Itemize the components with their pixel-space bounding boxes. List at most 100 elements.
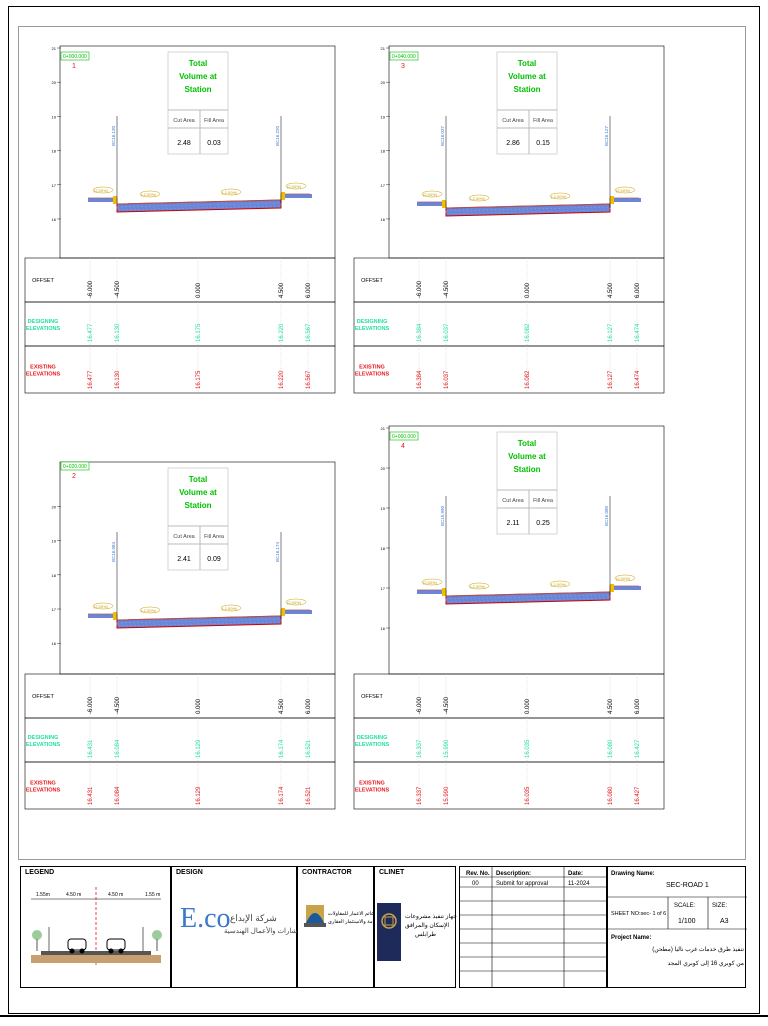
y-tick-label: 17: [381, 586, 386, 591]
designing-row-label: ELEVATIONS: [26, 742, 61, 748]
offset-row-label: OFFSET: [361, 694, 383, 700]
existing-value: 16.127: [608, 370, 614, 389]
designing-value: 16.127: [608, 323, 614, 342]
designing-value: 16.521: [306, 739, 312, 758]
right-curb: [610, 584, 614, 592]
y-tick-label: 19: [52, 539, 57, 544]
curb-elevation: BC16.220: [275, 125, 280, 146]
contractor-name: شركة دعائم الاعمار للمقاولات: [328, 911, 390, 917]
right-curb: [610, 196, 614, 204]
volume-title: Station: [513, 465, 540, 474]
pavement-hatch: [445, 206, 611, 215]
existing-value: 16.427: [635, 786, 641, 805]
y-tick-label: 20: [52, 80, 57, 85]
offset-value: 6.000: [306, 698, 312, 714]
slope-label: (-2.00%): [222, 190, 238, 195]
existing-value: 16.037: [444, 370, 450, 389]
existing-value: 16.080: [608, 786, 614, 805]
rev-description-value: Submit for approval: [496, 881, 548, 887]
designing-row-label: ELEVATIONS: [355, 742, 390, 748]
slope-label: (2.00%): [94, 604, 109, 609]
existing-value: 16.130: [115, 370, 121, 389]
volume-title: Total: [518, 59, 537, 68]
existing-row-label: EXISTING: [359, 781, 385, 787]
existing-value: 16.477: [88, 370, 94, 389]
slope-label: (2.00%): [616, 576, 631, 581]
y-tick-label: 18: [381, 149, 386, 154]
volume-title: Volume at: [508, 452, 546, 461]
y-tick-label: 20: [381, 80, 386, 85]
designing-value: 16.035: [525, 739, 531, 758]
existing-value: 16.035: [525, 786, 531, 805]
date-header: Date:: [568, 871, 583, 877]
slope-bubble: [139, 606, 161, 614]
design-heading: DESIGN: [176, 869, 203, 876]
project-name-line1: تنفيذ طرق خدمات غرب ناليا (مطحن): [652, 946, 744, 953]
offset-value: 6.000: [635, 282, 641, 298]
curb-elevation: BC16.037: [440, 125, 445, 146]
existing-row-label: ELEVATIONS: [355, 788, 390, 794]
existing-value: 16.082: [525, 370, 531, 389]
designing-value: 16.129: [196, 739, 202, 758]
eco-logo: E.co: [180, 903, 231, 934]
existing-value: 16.521: [306, 786, 312, 805]
contractor-heading: CONTRACTOR: [302, 869, 352, 876]
volume-table: [496, 51, 558, 155]
existing-value: 16.384: [417, 370, 423, 389]
designing-row-label: DESIGNING: [357, 735, 388, 741]
offset-row: [353, 673, 665, 719]
surface-line: [88, 193, 310, 205]
section-index: 1: [72, 63, 76, 70]
designing-value: 16.080: [608, 739, 614, 758]
volume-table: [496, 431, 558, 535]
slope-label: (-2.00%): [141, 192, 157, 197]
existing-value: 16.175: [196, 370, 202, 389]
tree-icon-right: [152, 930, 162, 951]
y-tick-label: 21: [381, 46, 386, 51]
offset-value: 0.000: [525, 698, 531, 714]
fill-area-label: Fill Area: [533, 498, 554, 504]
designing-row: [24, 717, 336, 763]
slope-label: (-2.00%): [470, 196, 486, 201]
offset-value: 4.500: [608, 282, 614, 298]
surface-line: [417, 585, 639, 597]
y-tick-label: 20: [381, 466, 386, 471]
pavement-hatch: [445, 594, 611, 603]
y-tick-label: 17: [381, 183, 386, 188]
designing-row: [24, 301, 336, 347]
fill-area-label: Fill Area: [204, 118, 225, 124]
designing-value: 16.037: [444, 323, 450, 342]
design-company-desc: للاستشارات والأعمال الهندسية: [224, 928, 313, 935]
slope-label: (2.00%): [94, 188, 109, 193]
existing-value: 16.567: [306, 370, 312, 389]
offset-value: -4.500: [444, 280, 450, 298]
slope-bubble: [220, 604, 242, 612]
y-tick-label: 19: [381, 114, 386, 119]
fill-area-value: 0.09: [207, 556, 221, 563]
dim-left-walk: 1.55m: [36, 892, 50, 898]
existing-value: 16.174: [279, 786, 285, 805]
left-curb: [442, 588, 446, 596]
existing-row: [24, 345, 336, 394]
rev-no-header: Rev. No.: [466, 871, 490, 877]
y-tick-label: 18: [381, 546, 386, 551]
bottom-border: [0, 1015, 768, 1026]
left-curb: [442, 200, 446, 208]
slope-label: (2.00%): [287, 600, 302, 605]
offset-row-label: OFFSET: [32, 694, 54, 700]
slope-bubble: [285, 598, 307, 606]
offset-row: [24, 257, 336, 303]
right-sidewalk: [610, 198, 641, 202]
legend-panel: LEGEND 1.55m 4.50 m 4.50 m 1.55 m: [20, 866, 171, 988]
existing-value: 15.990: [444, 786, 450, 805]
designing-value: 16.431: [88, 739, 94, 758]
designing-value: 16.220: [279, 323, 285, 342]
right-sidewalk: [281, 610, 312, 614]
inner-frame: [18, 26, 746, 860]
offset-value: -6.000: [417, 280, 423, 298]
client-desc: الإسكان والمرافق: [405, 923, 450, 929]
section-index: 4: [401, 443, 405, 450]
contractor-panel: CONTRACTOR شركة دعائم الاعمار للمقاولات …: [297, 866, 390, 988]
y-tick-label: 16: [52, 641, 57, 646]
drawing-name-value: SEC-ROAD 1: [666, 882, 709, 889]
